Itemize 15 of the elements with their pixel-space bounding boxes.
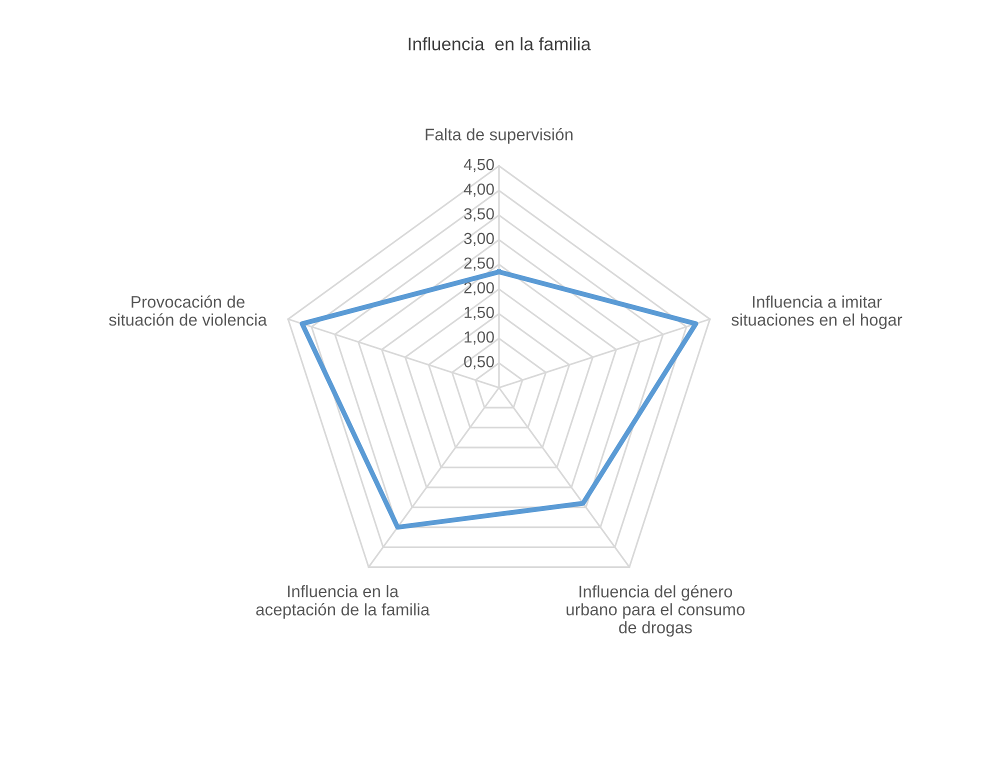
- y-tick-label: 2,50: [464, 257, 494, 271]
- y-tick-label: 4,50: [464, 158, 494, 172]
- spoke-label: Influencia en la aceptación de la familia: [256, 585, 430, 619]
- spoke-label: Influencia a imitar situaciones en el hogar: [731, 296, 902, 330]
- spoke-label: Provocación de situación de violencia: [109, 295, 267, 326]
- y-tick-label: 1,50: [464, 306, 494, 320]
- y-tick-label: 0,50: [464, 356, 494, 370]
- y-tick-label: 3,50: [464, 208, 494, 222]
- chart-title: Influencia en la familia: [408, 37, 591, 50]
- y-tick-label: 3,00: [464, 232, 494, 246]
- y-tick-label: 1,00: [464, 331, 494, 345]
- y-tick-label: 2,00: [464, 282, 494, 296]
- y-tick-label: 4,00: [464, 184, 494, 197]
- spoke-label: Influencia del género urbano para el consumo de drogas: [566, 585, 745, 637]
- spoke-label: Falta de supervisión: [426, 128, 572, 144]
